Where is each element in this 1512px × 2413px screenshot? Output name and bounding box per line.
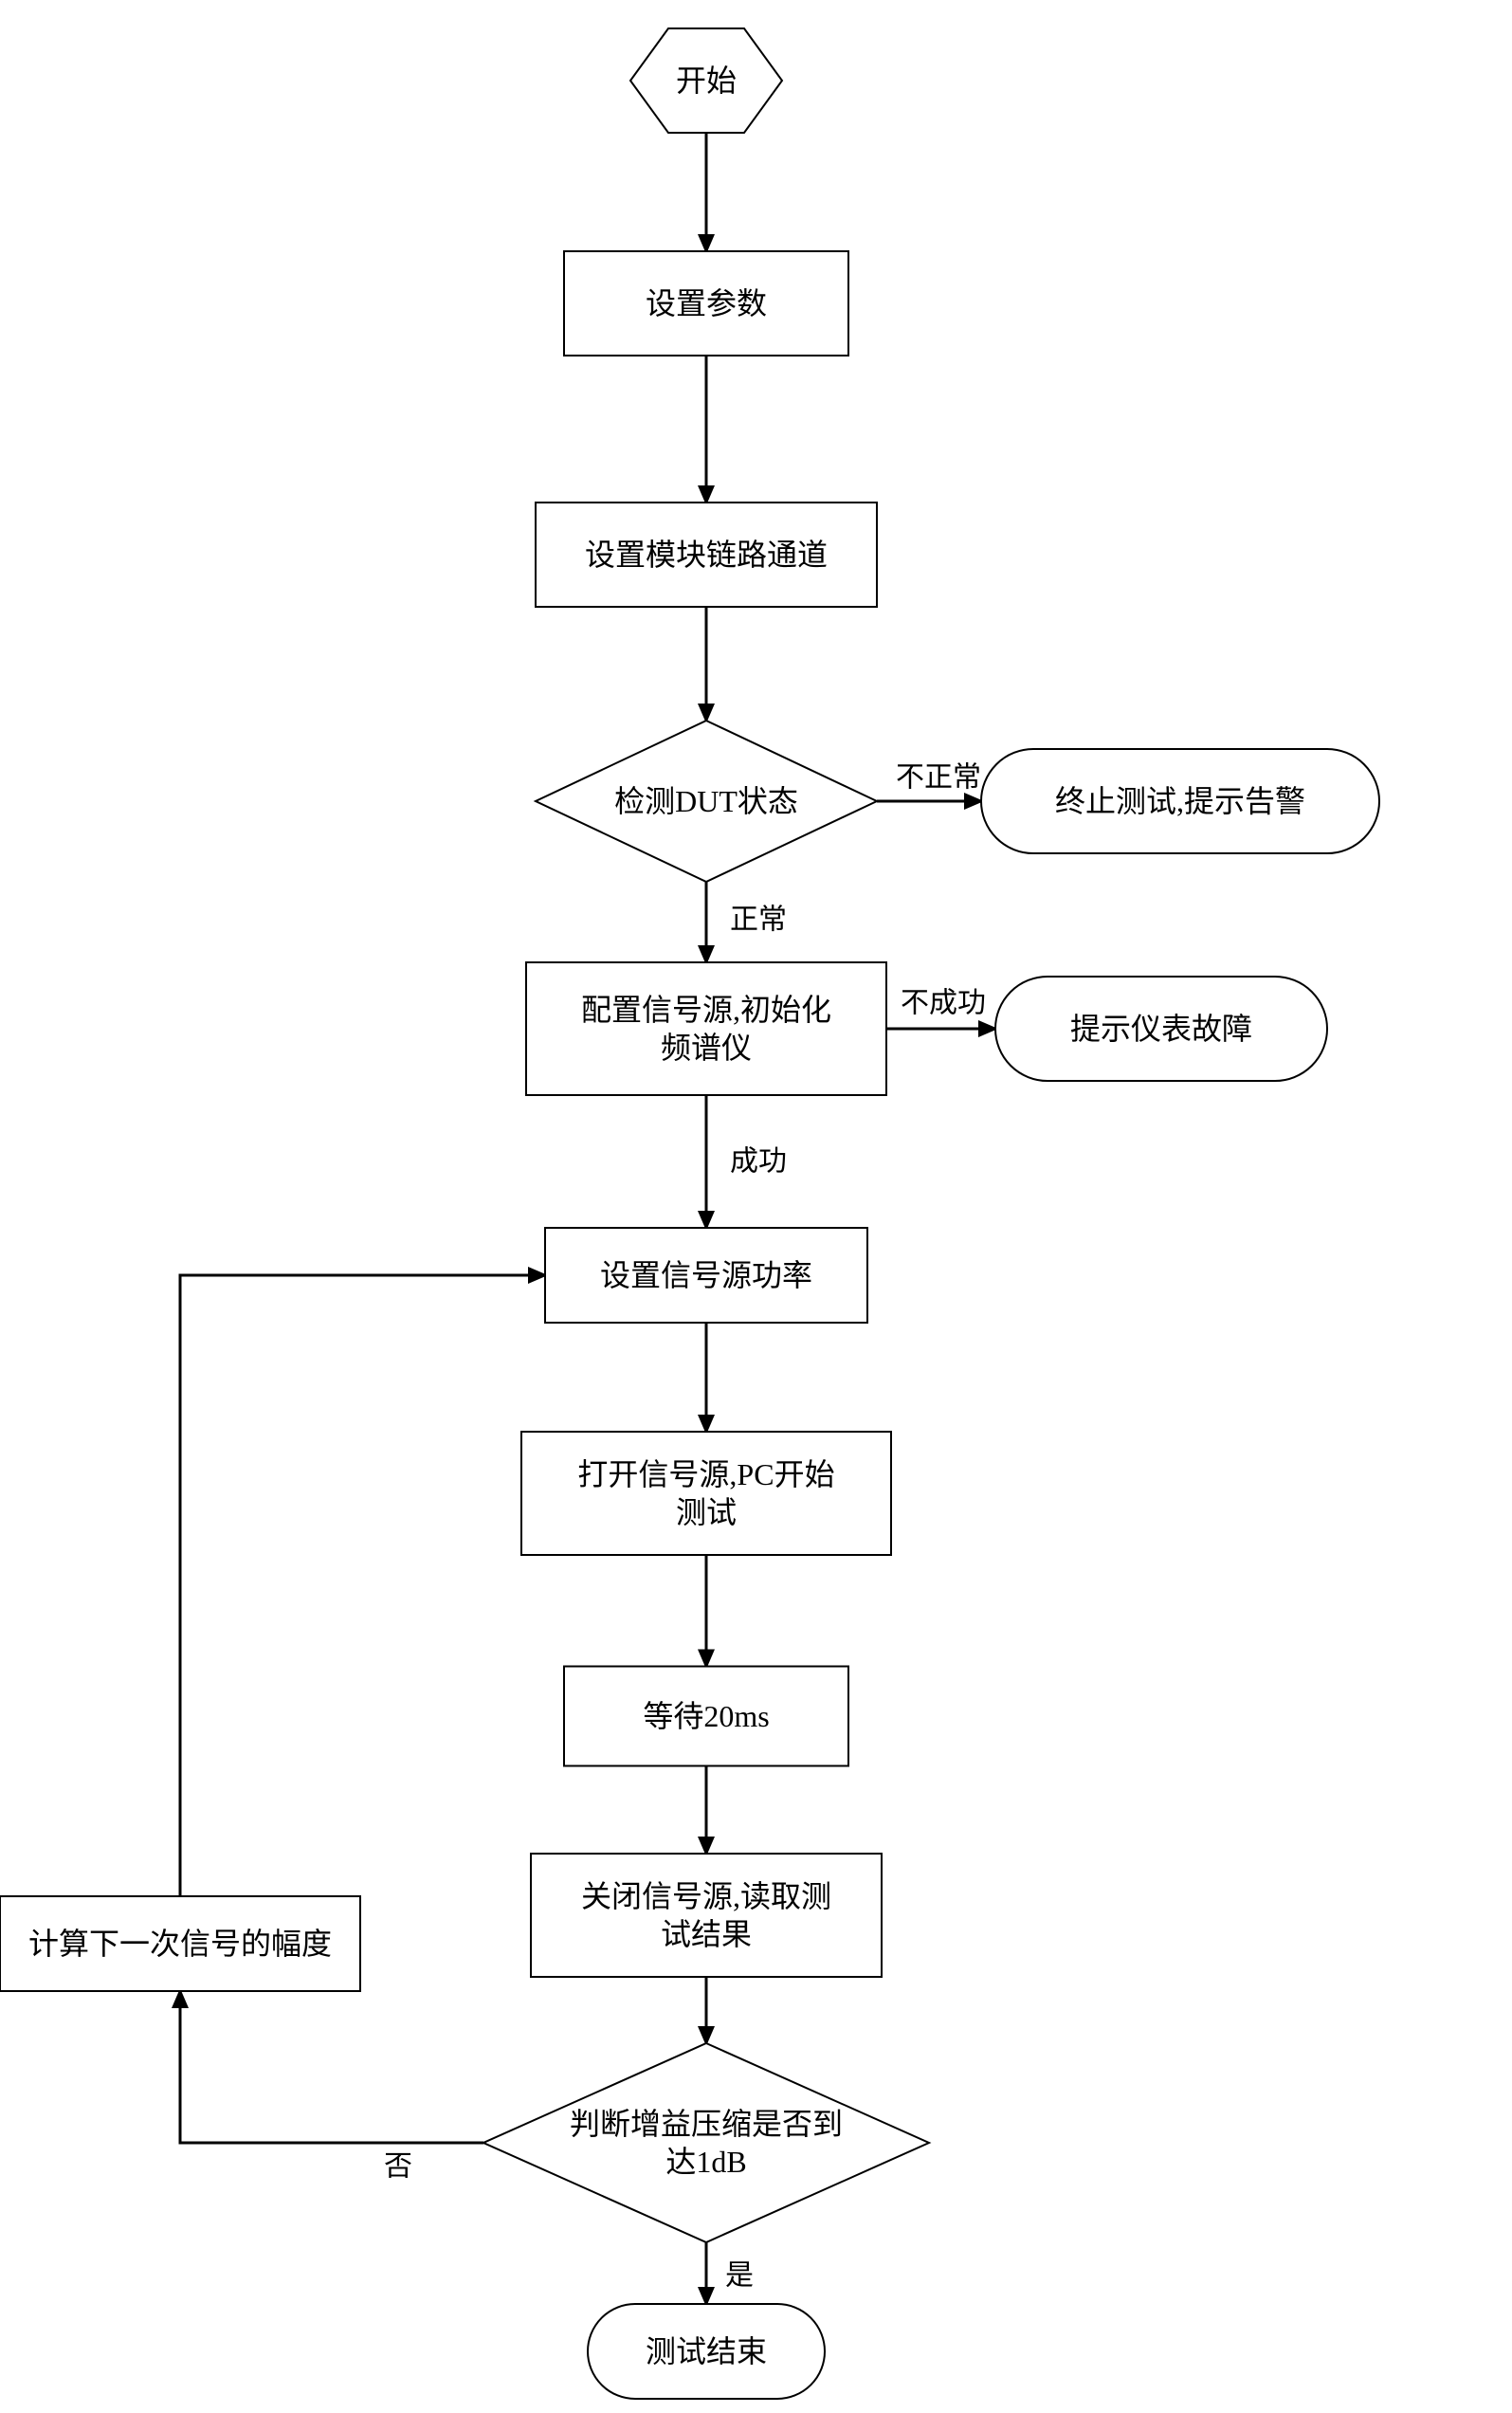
node-instr_fault: 提示仪表故障	[995, 977, 1327, 1081]
node-terminate: 终止测试,提示告警	[981, 749, 1379, 853]
node-check_dut-label: 检测DUT状态	[614, 784, 798, 818]
edge-label-judge-calc_next: 否	[384, 2151, 412, 2183]
node-set_params: 设置参数	[564, 251, 848, 356]
edge-label-config_src-set_power: 成功	[730, 1146, 787, 1178]
node-judge: 判断增益压缩是否到达1dB	[483, 2043, 929, 2242]
node-start-label: 开始	[676, 64, 737, 98]
node-set_params-label: 设置参数	[646, 286, 767, 320]
node-config_src-label-1: 频谱仪	[661, 1031, 752, 1065]
node-judge-label-1: 达1dB	[665, 2145, 746, 2179]
node-set_power: 设置信号源功率	[545, 1228, 867, 1323]
node-end: 测试结束	[588, 2304, 825, 2399]
node-judge-shape	[483, 2043, 929, 2242]
node-calc_next: 计算下一次信号的幅度	[0, 1896, 360, 1991]
node-close_src-label-1: 试结果	[661, 1917, 752, 1951]
node-instr_fault-label: 提示仪表故障	[1070, 1012, 1252, 1046]
node-wait-label: 等待20ms	[643, 1699, 769, 1733]
node-end-label: 测试结束	[646, 2334, 767, 2368]
edge-calc_next-to-set_power	[180, 1275, 545, 1896]
node-close_src: 关闭信号源,读取测试结果	[531, 1854, 882, 1977]
node-open_src-label-1: 测试	[676, 1495, 737, 1529]
node-calc_next-label: 计算下一次信号的幅度	[28, 1927, 332, 1961]
node-open_src-label-0: 打开信号源,PC开始	[577, 1457, 834, 1491]
edge-label-config_src-instr_fault: 不成功	[901, 988, 986, 1019]
node-set_power-label: 设置信号源功率	[600, 1258, 812, 1292]
node-config_src-shape	[526, 962, 886, 1095]
node-close_src-shape	[531, 1854, 882, 1977]
node-terminate-label: 终止测试,提示告警	[1055, 784, 1305, 818]
node-close_src-label-0: 关闭信号源,读取测	[581, 1879, 831, 1913]
edge-label-judge-end: 是	[725, 2260, 754, 2292]
node-open_src: 打开信号源,PC开始测试	[521, 1432, 891, 1555]
edge-label-check_dut-config_src: 正常	[730, 905, 787, 936]
node-config_src: 配置信号源,初始化频谱仪	[526, 962, 886, 1095]
flowchart-canvas: 不正常正常不成功成功是 否 开始设置参数设置模块链路通道检测DUT状态 终止测试,提示…	[0, 0, 1512, 2413]
node-open_src-shape	[521, 1432, 891, 1555]
edge-judge-to-calc_next	[180, 1991, 483, 2143]
node-check_dut: 检测DUT状态	[536, 721, 877, 882]
node-set_link-label: 设置模块链路通道	[585, 538, 828, 572]
node-set_link: 设置模块链路通道	[536, 503, 877, 607]
node-config_src-label-0: 配置信号源,初始化	[581, 993, 831, 1027]
node-judge-label-0: 判断增益压缩是否到	[570, 2107, 843, 2141]
node-start: 开始	[630, 28, 782, 133]
nodes-group: 开始设置参数设置模块链路通道检测DUT状态 终止测试,提示告警配置信号源,初始化频…	[0, 28, 1379, 2399]
edge-label-check_dut-terminate: 不正常	[896, 762, 981, 794]
node-wait: 等待20ms	[564, 1667, 848, 1766]
